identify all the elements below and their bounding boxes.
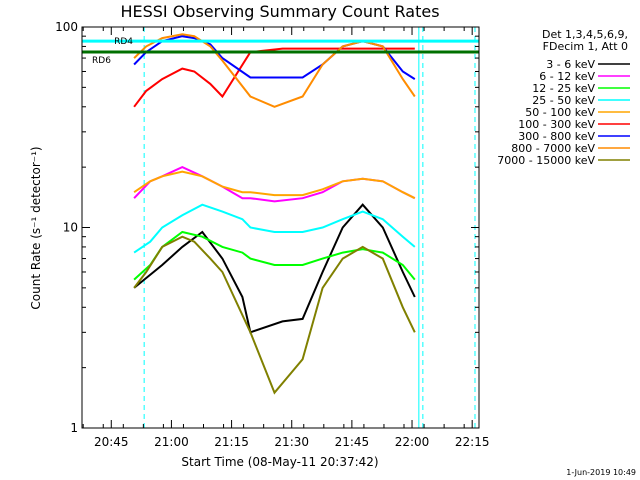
legend-label-1: 6 - 12 keV xyxy=(539,70,595,83)
x-tick-label-2: 21:15 xyxy=(214,435,249,449)
x-tick-label-0: 20:45 xyxy=(94,435,129,449)
series-line-8 xyxy=(133,235,416,395)
series-line-2 xyxy=(133,230,416,281)
ref-line-label-0: RD4 xyxy=(114,37,133,47)
series-line-3 xyxy=(133,203,416,254)
legend-label-2: 12 - 25 keV xyxy=(532,82,595,95)
series-line-5 xyxy=(133,47,415,108)
legend-label-7: 800 - 7000 keV xyxy=(511,142,595,155)
plot-frame xyxy=(81,26,480,429)
legend: Det 1,3,4,5,6,9,FDecim 1, Att 0 3 - 6 keV… xyxy=(497,28,630,167)
legend-label-5: 100 - 300 keV xyxy=(518,118,595,131)
legend-header-0: Det 1,3,4,5,6,9, xyxy=(542,28,628,41)
y-tick-label-2: 100 xyxy=(55,20,78,34)
legend-header-1: FDecim 1, Att 0 xyxy=(543,40,628,53)
x-tick-label-1: 21:00 xyxy=(154,435,189,449)
y-tick-label-0: 1 xyxy=(70,421,78,435)
x-tick-label-6: 22:15 xyxy=(455,435,490,449)
x-axis: 20:45 21:00 21:15 21:30 21:45 22:00 22:15 xyxy=(82,27,490,449)
legend-label-6: 300 - 800 keV xyxy=(518,130,595,143)
series-line-7 xyxy=(133,33,416,108)
y-tick-label-1: 10 xyxy=(63,221,78,235)
legend-label-0: 3 - 6 keV xyxy=(546,58,595,71)
legend-label-4: 50 - 100 keV xyxy=(525,106,595,119)
x-tick-label-4: 21:45 xyxy=(335,435,370,449)
x-tick-label-5: 22:00 xyxy=(395,435,430,449)
chart-title: HESSI Observing Summary Count Rates xyxy=(120,2,439,21)
series-line-4 xyxy=(133,170,416,200)
legend-label-3: 25 - 50 keV xyxy=(532,94,595,107)
y-axis-label: Count Rate (s⁻¹ detector⁻¹) xyxy=(29,146,43,309)
legend-label-8: 7000 - 15000 keV xyxy=(497,154,595,167)
series-line-0 xyxy=(133,203,416,334)
ref-line-label-1: RD6 xyxy=(92,56,111,66)
footer-timestamp: 1-Jun-2019 10:49 xyxy=(566,468,636,477)
x-axis-label: Start Time (08-May-11 20:37:42) xyxy=(181,455,378,469)
x-tick-label-3: 21:30 xyxy=(274,435,309,449)
y-axis: 1 10 100 xyxy=(55,20,479,435)
